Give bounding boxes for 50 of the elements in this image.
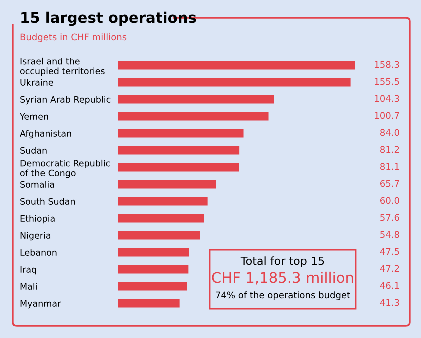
bar [118, 299, 180, 308]
bar [118, 78, 351, 87]
data-label: 47.2 [380, 265, 400, 272]
y-tick-label: Lebanon [20, 249, 57, 256]
bar [118, 231, 200, 240]
annotation: Total for top 15 [240, 256, 324, 268]
data-label: 41.3 [380, 299, 400, 306]
data-label: 84.0 [380, 129, 400, 136]
y-tick-label: Sudan [20, 147, 47, 154]
data-label: 100.7 [375, 112, 400, 120]
y-tick-label: Syrian Arab Republic [20, 96, 111, 105]
bar [118, 282, 188, 291]
data-label: 65.7 [380, 180, 400, 188]
data-label: 54.8 [380, 231, 400, 238]
annotation: CHF 1,185.3 million [212, 272, 354, 285]
bar [118, 197, 208, 206]
y-tick-label: Nigeria [20, 232, 51, 241]
y-tick-label: Yemen [20, 113, 48, 120]
data-label: 104.3 [375, 95, 400, 102]
y-tick-label: Ethiopia [20, 215, 55, 224]
bar [118, 129, 244, 138]
bar [118, 180, 216, 189]
bar [118, 146, 240, 155]
y-tick-label: Iraq [20, 266, 36, 275]
y-tick-label: Myanmar [20, 300, 62, 309]
data-label: 47.5 [380, 248, 400, 256]
bar [118, 61, 355, 70]
y-tick-label: Israel and the occupied territories [20, 58, 105, 76]
data-label: 158.3 [375, 61, 400, 68]
y-tick-label: South Sudan [20, 198, 76, 205]
bar [118, 95, 274, 104]
data-label: 155.5 [375, 78, 400, 86]
y-tick-label: Democratic Republic of the Congo [20, 160, 110, 178]
bar [118, 248, 190, 257]
y-tick-label: Somalia [20, 181, 54, 188]
y-tick-label: Afghanistan [20, 130, 72, 139]
data-label: 57.6 [380, 214, 400, 222]
y-tick-label: Mali [20, 283, 37, 290]
data-label: 60.0 [380, 197, 400, 204]
data-label: 81.1 [380, 163, 400, 170]
data-label: 46.1 [380, 282, 400, 290]
bar [118, 112, 269, 121]
bar [118, 265, 189, 274]
annotation: 74% of the operations budget [216, 292, 350, 300]
bar [118, 163, 240, 172]
data-label: 81.2 [380, 146, 400, 154]
chart-subtitle: Budgets in CHF millions [20, 34, 127, 42]
y-tick-label: Ukraine [20, 79, 54, 86]
bar [118, 214, 204, 223]
chart-title: 15 largest operations [22, 12, 196, 26]
